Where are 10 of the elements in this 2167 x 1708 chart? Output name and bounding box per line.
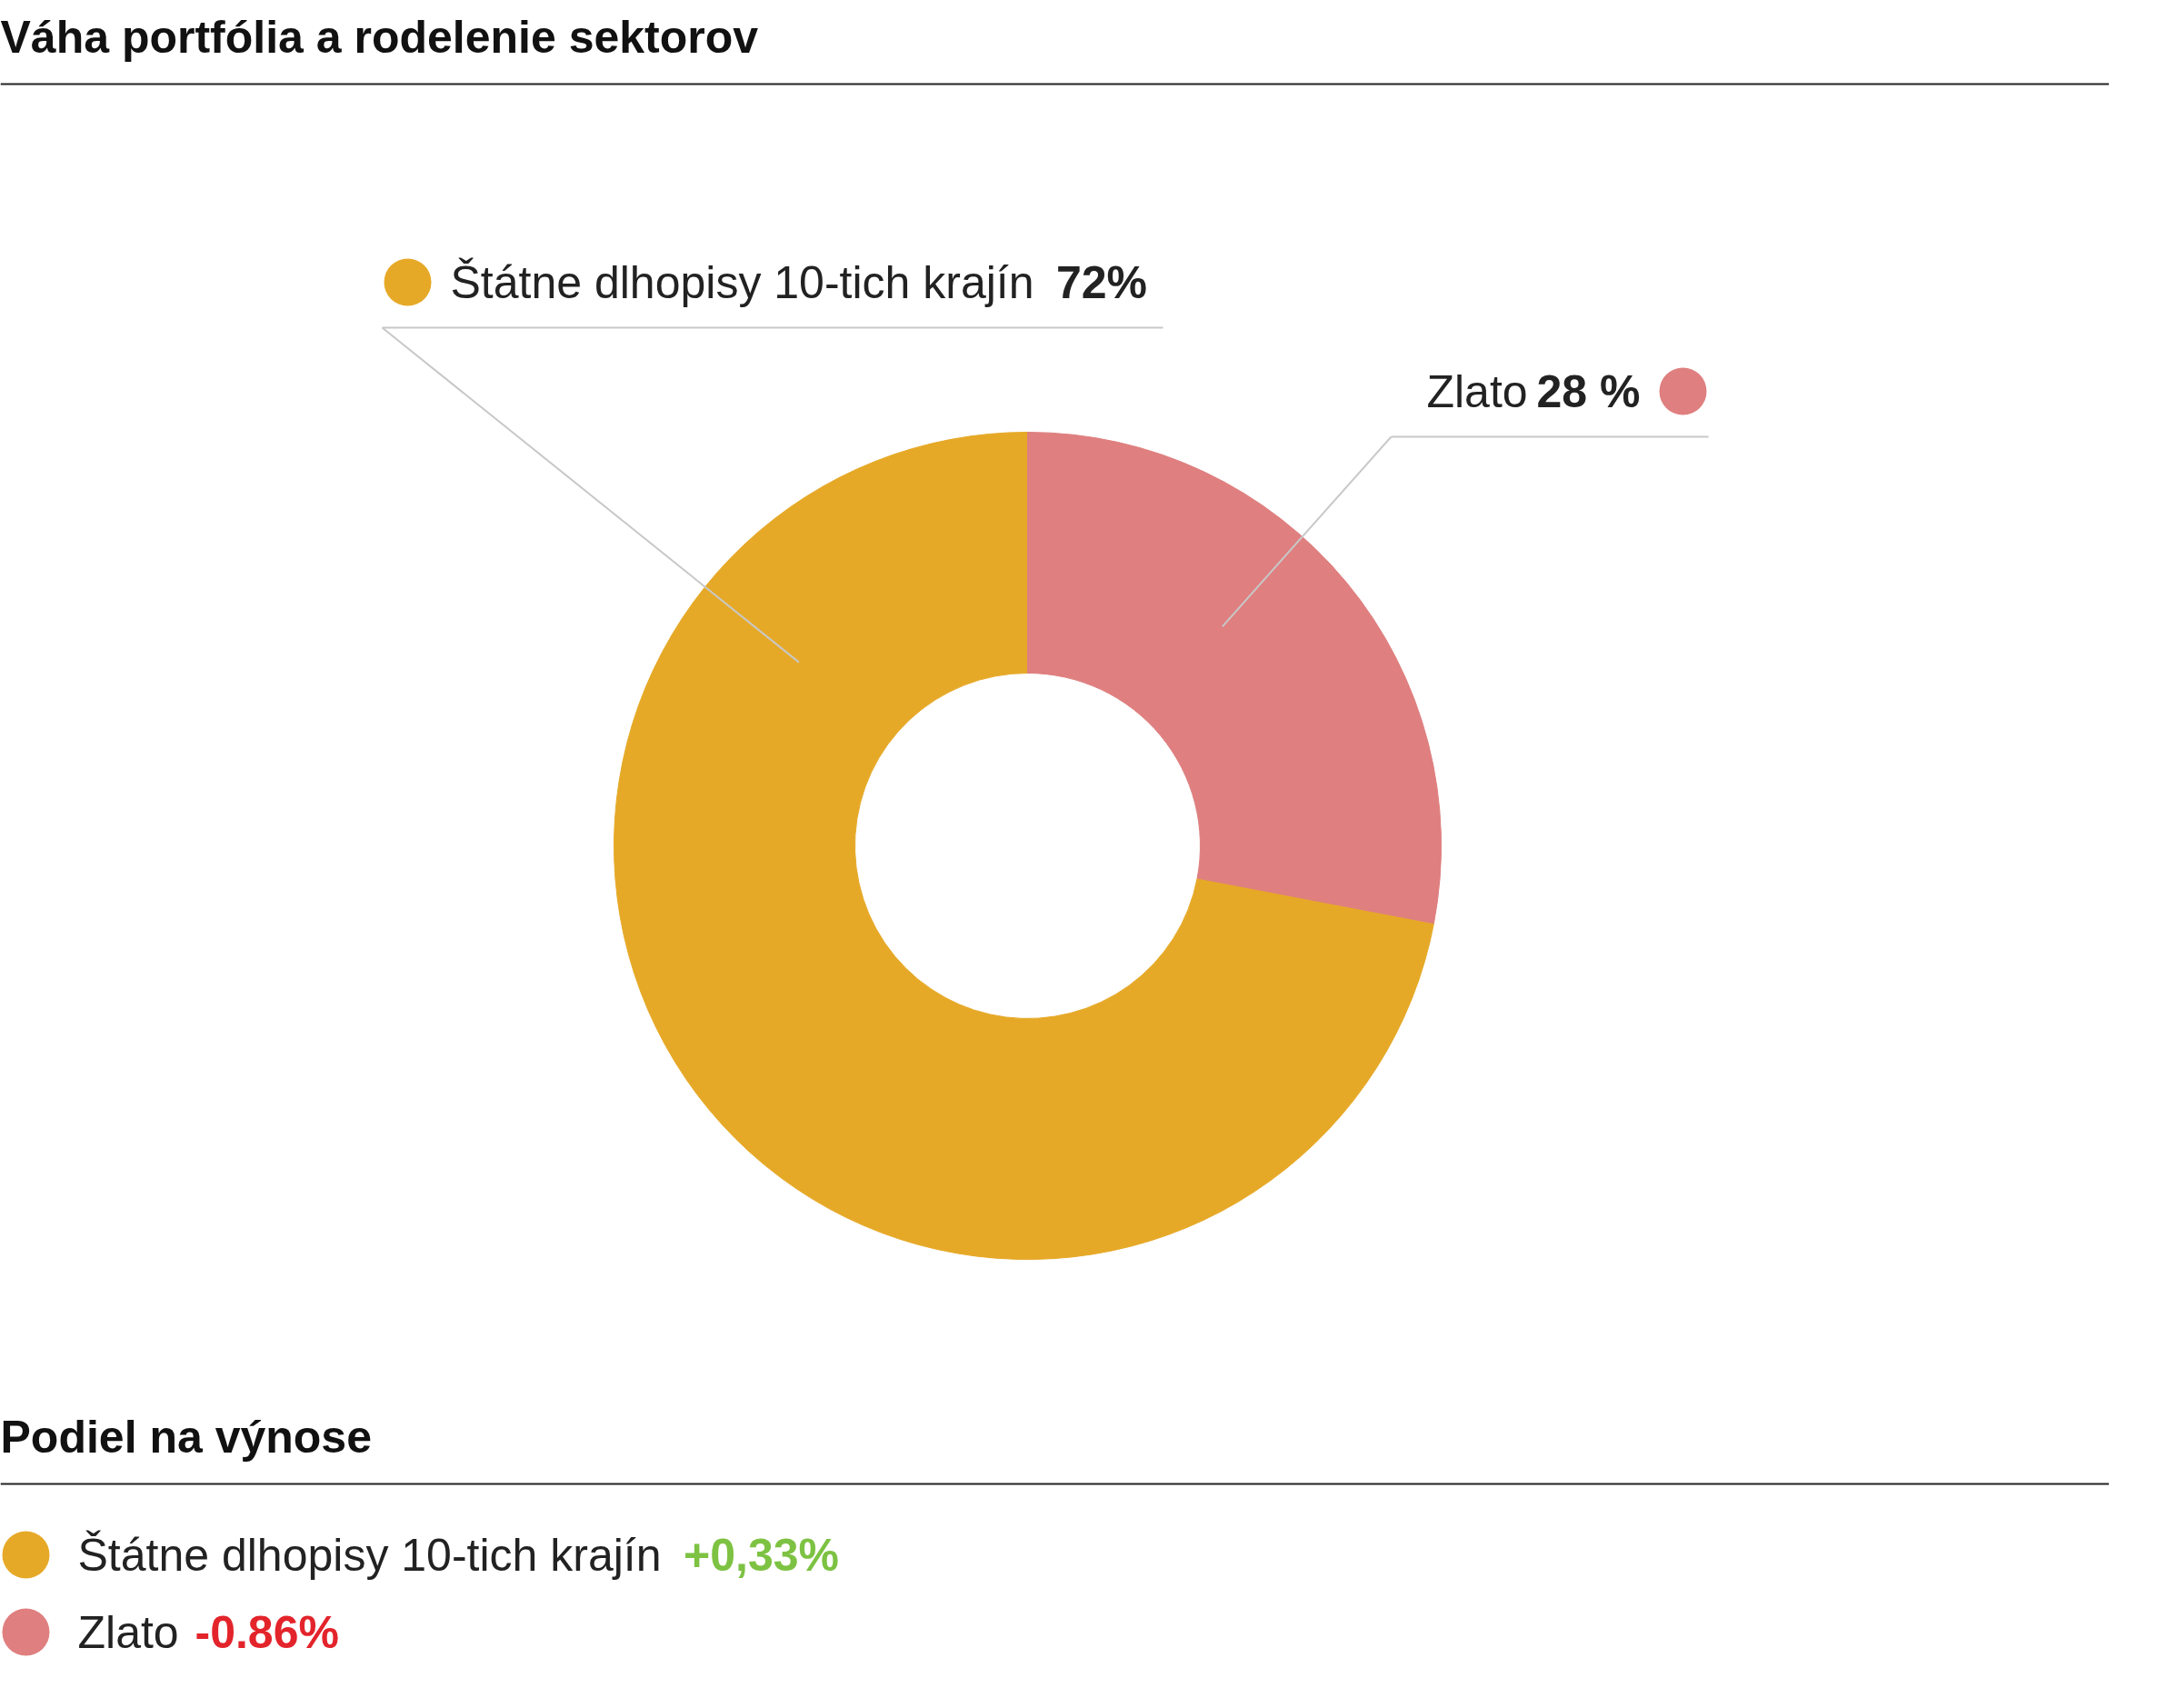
- legend-label: Štátne dlhopisy 10-tich krajín: [450, 256, 1034, 308]
- text: Podiel na výnose: [0, 1411, 372, 1463]
- data-label: +0,33%: [684, 1529, 839, 1581]
- data-label: -0.86%: [195, 1606, 339, 1658]
- slice-label: Zlato: [1426, 365, 1528, 417]
- category-label: Štátne dlhopisy 10-tich krajín: [77, 1529, 662, 1581]
- chart-title: Váha portfólia a rodelenie sektorov: [0, 11, 759, 63]
- category-label: Zlato: [77, 1606, 179, 1658]
- data-label: 28 %: [1536, 365, 1641, 417]
- data-label: 72%: [1056, 256, 1148, 308]
